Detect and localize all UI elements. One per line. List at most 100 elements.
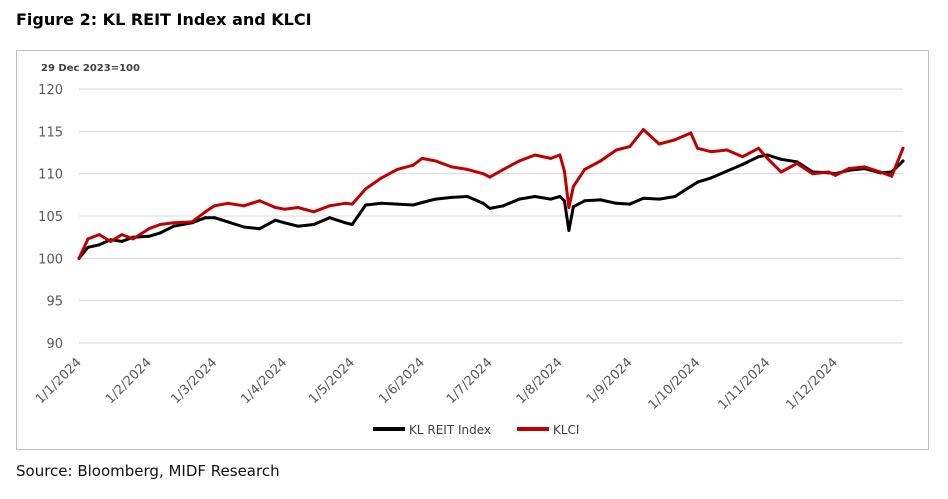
data-point [571,205,575,209]
data-point [395,167,399,171]
data-point [811,172,815,176]
data-point [296,206,300,210]
data-point [696,146,700,150]
data-point [567,228,571,232]
data-point [657,142,661,146]
data-point [741,162,745,166]
data-point [449,165,453,169]
data-point [878,170,882,174]
data-point [328,204,332,208]
data-point [533,153,537,157]
data-point [562,169,566,173]
y-tick-label: 90 [46,337,63,352]
legend-label: KL REIT Index [409,423,491,437]
data-point [628,202,632,206]
data-point [350,222,354,226]
data-point [434,159,438,163]
x-tick-label: 1/7/2024 [444,355,496,407]
data-point [203,216,207,220]
data-point [158,222,162,226]
data-point [312,222,316,226]
data-point [465,167,469,171]
data-point [517,197,521,201]
data-point [242,204,246,208]
data-point [709,176,713,180]
data-point [120,233,124,237]
chart-panel: 29 Dec 2023=100 90 95 100 105 110 115 120 1/1/… [16,50,929,450]
data-point [689,131,693,135]
y-tick-label: 110 [38,168,63,183]
y-tick-label: 120 [38,83,63,98]
x-tick-label: 1/12/2024 [783,355,841,413]
data-point [172,221,176,225]
series-lines [77,128,905,260]
data-point [328,216,332,220]
data-point [766,156,770,160]
data-point [827,170,831,174]
data-point [598,159,602,163]
data-point [614,148,618,152]
data-point [120,239,124,243]
data-point [571,184,575,188]
x-tick-label: 1/4/2024 [238,355,290,407]
data-point [97,243,101,247]
data-point [380,176,384,180]
data-point [567,206,571,210]
points-klci [77,128,905,260]
y-tick-label: 115 [38,125,63,140]
data-point [312,210,316,214]
data-point [350,202,354,206]
data-point [757,155,761,159]
data-point [296,224,300,228]
data-point [657,197,661,201]
x-tick-label: 1/3/2024 [168,355,220,407]
x-tick-label: 1/10/2024 [646,355,704,413]
data-point [364,187,368,191]
data-point [147,234,151,238]
x-tick-label: 1/5/2024 [306,355,358,407]
data-point [583,199,587,203]
data-point [833,173,837,177]
data-point [757,146,761,150]
data-point [226,201,230,205]
data-point [501,167,505,171]
data-point [172,224,176,228]
data-point [779,170,783,174]
data-point [258,199,262,203]
data-point [549,197,553,201]
x-tick-label: 1/11/2024 [716,355,774,413]
data-point [890,174,894,178]
data-point [641,196,645,200]
data-point [212,204,216,208]
data-point [465,195,469,199]
data-point [696,180,700,184]
data-point [558,153,562,157]
data-point [203,210,207,214]
x-tick-label: 1/6/2024 [376,355,428,407]
data-point [725,148,729,152]
data-point [273,206,277,210]
data-point [420,156,424,160]
legend-label: KLCI [553,423,579,437]
data-point [226,220,230,224]
data-point [86,245,90,249]
x-tick-label: 1/2/2024 [103,355,155,407]
data-point [411,163,415,167]
data-point [212,216,216,220]
y-tick-label: 95 [46,295,63,310]
data-point [380,201,384,205]
data-point [343,201,347,205]
data-point [109,239,113,243]
x-axis-ticks: 1/1/2024 1/2/2024 1/3/2024 1/4/2024 1/5/2024… [33,355,841,413]
data-point [364,203,368,207]
data-point [562,199,566,203]
data-point [434,197,438,201]
data-point [779,157,783,161]
data-point [282,221,286,225]
data-point [673,138,677,142]
line-chart: 29 Dec 2023=100 90 95 100 105 110 115 120 1/1/… [33,63,905,437]
legend: KL REIT Index KLCI [373,423,579,437]
data-point [549,156,553,160]
data-point [282,207,286,211]
data-point [901,146,905,150]
